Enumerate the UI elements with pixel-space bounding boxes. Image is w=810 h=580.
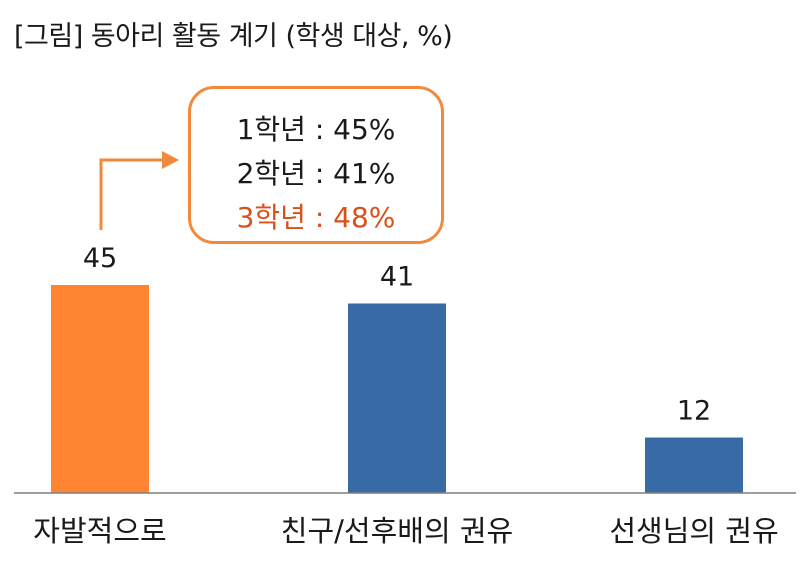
- callout-line: 1학년 : 45%: [236, 113, 396, 146]
- category-label: 선생님의 권유: [609, 514, 778, 548]
- callout-arrowhead: [162, 151, 179, 169]
- category-label: 친구/선후배의 권유: [281, 514, 513, 548]
- bar-2: [645, 437, 743, 493]
- bar-value-label: 41: [380, 261, 414, 292]
- annotation-callout: 1학년 : 45% 2학년 : 41% 3학년 : 48%: [188, 86, 444, 244]
- chart-title: [그림] 동아리 활동 계기 (학생 대상, %): [14, 21, 453, 52]
- callout-line: 2학년 : 41%: [236, 157, 396, 190]
- callout-line-highlight: 3학년 : 48%: [236, 201, 396, 234]
- bars-layer: 45 자발적으로 41 친구/선후배의 권유 12 선생님의 권유: [33, 243, 778, 548]
- bar-value-label: 12: [677, 396, 711, 427]
- bar-0: [51, 285, 149, 493]
- category-label: 자발적으로: [33, 514, 166, 548]
- callout-arrow: [99, 158, 165, 230]
- bar-value-label: 45: [83, 243, 117, 274]
- bar-1: [348, 303, 446, 493]
